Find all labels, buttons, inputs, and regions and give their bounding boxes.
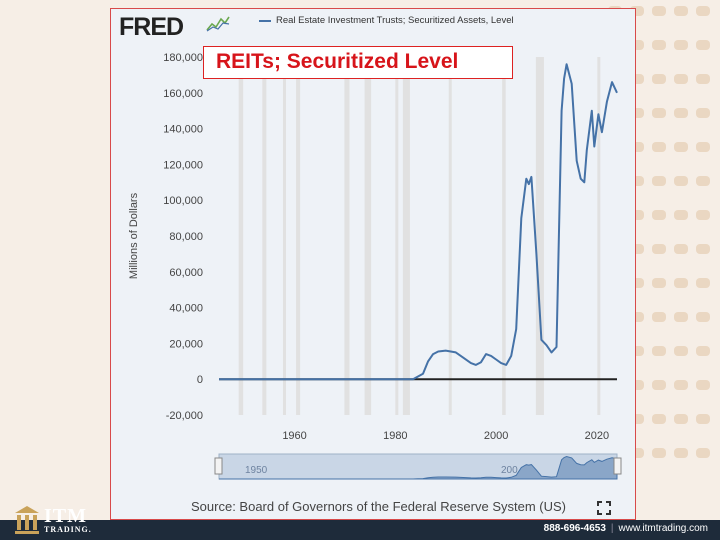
x-tick-label: 2000: [484, 430, 508, 442]
background-dot: [652, 448, 666, 458]
recession-band: [282, 57, 287, 415]
background-dot: [696, 244, 710, 254]
legend-series-name: Real Estate Investment Trusts; Securitiz…: [276, 15, 514, 26]
background-dot: [696, 346, 710, 356]
contact-separator: |: [610, 523, 614, 534]
background-dot: [696, 312, 710, 322]
background-dot: [652, 176, 666, 186]
legend-swatch: [259, 20, 271, 22]
background-dot: [674, 176, 688, 186]
background-dot: [674, 74, 688, 84]
background-dot: [652, 6, 666, 16]
background-dot: [652, 74, 666, 84]
background-dot: [674, 6, 688, 16]
background-dot: [696, 142, 710, 152]
recession-band: [402, 57, 410, 415]
recession-band: [502, 57, 506, 415]
background-dot: [674, 448, 688, 458]
background-dot: [674, 108, 688, 118]
line-chart[interactable]: -20,000 0 20,000 40,000 60,000 80,000 100,000 1…: [111, 9, 637, 521]
background-dot: [696, 380, 710, 390]
y-tick-label: 20,000: [169, 338, 203, 350]
background-dot: [652, 312, 666, 322]
background-dot: [652, 380, 666, 390]
background-dot: [674, 142, 688, 152]
background-dot: [674, 312, 688, 322]
background-dot: [652, 108, 666, 118]
recession-band: [262, 57, 267, 415]
background-dot: [674, 40, 688, 50]
background-dot: [652, 40, 666, 50]
recession-band: [364, 57, 372, 415]
recession-band: [395, 57, 399, 415]
background-dot: [696, 210, 710, 220]
y-tick-label: 180,000: [163, 52, 203, 64]
recession-band: [597, 57, 601, 415]
background-dot: [674, 414, 688, 424]
background-dot: [674, 346, 688, 356]
y-tick-label: 80,000: [169, 231, 203, 243]
x-tick-label: 1960: [282, 430, 306, 442]
navigator-series-area: [219, 455, 618, 480]
background-dot: [696, 448, 710, 458]
pillar-icon: [15, 506, 39, 534]
background-dot: [674, 380, 688, 390]
background-dot: [696, 108, 710, 118]
y-tick-label: 140,000: [163, 124, 203, 136]
itm-tagline: TRADING.: [44, 525, 92, 534]
phone-number[interactable]: 888-696-4653: [543, 523, 606, 534]
background-dot: [652, 346, 666, 356]
overlay-title: REITs; Securitized Level: [203, 46, 513, 79]
fred-chart-icon: [205, 15, 231, 33]
recession-band: [344, 57, 350, 415]
source-note: Source: Board of Governors of the Federa…: [191, 499, 566, 514]
background-dot: [652, 278, 666, 288]
navigator-label-end: 200: [501, 465, 518, 476]
x-tick-label: 2020: [585, 430, 609, 442]
fullscreen-icon[interactable]: [597, 501, 611, 515]
y-tick-label: 60,000: [169, 267, 203, 279]
navigator-handle-right[interactable]: [613, 457, 622, 475]
background-dot: [652, 210, 666, 220]
recession-band: [448, 57, 452, 415]
background-dot: [674, 210, 688, 220]
recession-band: [296, 57, 301, 415]
y-tick-label: 40,000: [169, 303, 203, 315]
series-line-reits: [219, 63, 618, 381]
y-tick-label: 100,000: [163, 195, 203, 207]
y-tick-label: 160,000: [163, 88, 203, 100]
chart-legend: Real Estate Investment Trusts; Securitiz…: [259, 15, 549, 27]
recession-band: [238, 57, 244, 415]
footer-bar: 888-696-4653 | www.itmtrading.com: [0, 520, 720, 540]
background-dot: [652, 142, 666, 152]
itm-wordmark: ITM: [44, 505, 87, 527]
background-dot: [674, 278, 688, 288]
contact-info: 888-696-4653 | www.itmtrading.com: [544, 523, 708, 534]
background-dot: [696, 6, 710, 16]
background-dot: [696, 278, 710, 288]
chart-card: FRED Real Estate Investment Trusts; Secu…: [110, 8, 636, 520]
background-dot: [674, 244, 688, 254]
y-tick-label: 0: [197, 374, 203, 386]
recession-band: [535, 57, 544, 415]
y-axis-label: Millions of Dollars: [128, 192, 140, 279]
background-dot: [652, 244, 666, 254]
fred-logo: FRED: [119, 13, 184, 41]
background-dot: [696, 40, 710, 50]
background-dot: [652, 414, 666, 424]
y-tick-label: -20,000: [166, 410, 203, 422]
background-dot: [696, 176, 710, 186]
navigator-label-start: 1950: [245, 465, 268, 476]
background-dot: [696, 74, 710, 84]
navigator-handle-left[interactable]: [214, 457, 223, 475]
x-tick-label: 1980: [383, 430, 407, 442]
y-tick-label: 120,000: [163, 159, 203, 171]
website-link[interactable]: www.itmtrading.com: [618, 523, 708, 534]
background-dot: [696, 414, 710, 424]
